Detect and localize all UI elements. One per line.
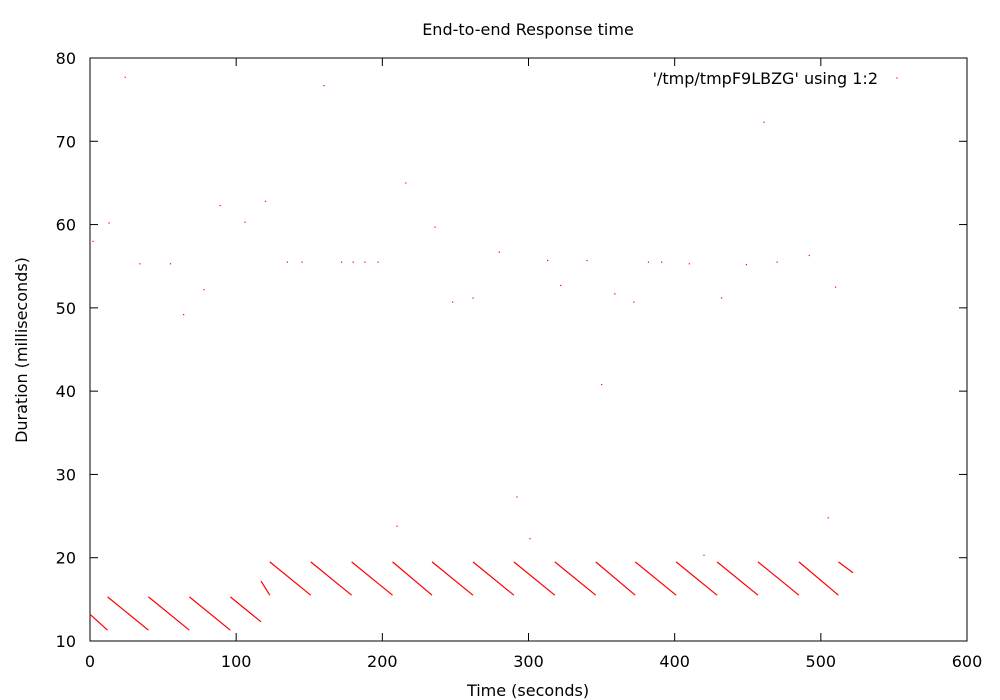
data-point bbox=[633, 301, 635, 303]
x-tick-label: 400 bbox=[659, 652, 690, 671]
data-point bbox=[896, 77, 898, 79]
data-segment bbox=[148, 596, 190, 631]
data-point bbox=[560, 284, 562, 287]
data-point bbox=[264, 200, 267, 202]
data-segment bbox=[838, 561, 854, 574]
y-tick-label: 70 bbox=[56, 132, 76, 151]
data-segment bbox=[107, 596, 149, 631]
data-point bbox=[108, 222, 110, 224]
data-point bbox=[776, 261, 778, 263]
data-point bbox=[139, 263, 141, 265]
data-point bbox=[745, 264, 747, 266]
x-tick-label: 200 bbox=[367, 652, 398, 671]
chart-title: End-to-end Response time bbox=[422, 20, 634, 39]
data-segment bbox=[269, 561, 312, 596]
data-point bbox=[244, 221, 246, 223]
data-point bbox=[364, 261, 366, 263]
data-point bbox=[516, 496, 518, 498]
y-tick-label: 20 bbox=[56, 549, 76, 568]
data-segment bbox=[431, 561, 474, 596]
data-segment bbox=[554, 561, 597, 596]
data-segment bbox=[716, 561, 759, 596]
data-point bbox=[647, 261, 650, 263]
data-point bbox=[472, 297, 474, 299]
data-segment bbox=[260, 580, 271, 596]
data-point bbox=[529, 538, 531, 540]
data-point bbox=[688, 263, 690, 265]
data-segment bbox=[229, 596, 262, 623]
data-point bbox=[614, 293, 616, 295]
data-point bbox=[451, 301, 454, 303]
data-segment bbox=[634, 561, 677, 596]
data-point bbox=[219, 204, 221, 207]
axis-ticks bbox=[89, 57, 968, 642]
y-tick-label: 30 bbox=[56, 465, 76, 484]
x-tick-label: 0 bbox=[85, 652, 95, 671]
x-axis-label: Time (seconds) bbox=[466, 681, 589, 700]
data-point bbox=[720, 297, 723, 299]
data-segment bbox=[757, 561, 800, 596]
y-tick-label: 80 bbox=[56, 49, 76, 68]
data-point bbox=[340, 261, 343, 263]
y-axis-label: Duration (milliseconds) bbox=[12, 257, 31, 443]
data-point bbox=[601, 383, 603, 386]
data-point bbox=[834, 286, 837, 288]
data-marks bbox=[89, 76, 898, 631]
data-segment bbox=[189, 596, 231, 631]
data-point bbox=[377, 261, 379, 263]
y-tick-label: 40 bbox=[56, 382, 76, 401]
legend-entry: '/tmp/tmpF9LBZG' using 1:2 bbox=[653, 69, 878, 88]
data-point bbox=[92, 240, 94, 242]
data-point bbox=[703, 554, 705, 556]
data-point bbox=[498, 251, 500, 253]
data-point bbox=[763, 121, 765, 123]
x-tick-label: 500 bbox=[806, 652, 837, 671]
data-point bbox=[183, 314, 185, 316]
data-point bbox=[323, 84, 325, 87]
data-segment bbox=[392, 561, 433, 596]
data-segment bbox=[798, 561, 839, 596]
data-point bbox=[169, 263, 172, 265]
x-tick-label: 100 bbox=[221, 652, 252, 671]
data-point bbox=[286, 261, 289, 263]
data-point bbox=[405, 182, 407, 184]
x-tick-label: 600 bbox=[952, 652, 983, 671]
data-point bbox=[352, 261, 354, 263]
y-tick-label: 60 bbox=[56, 216, 76, 235]
data-point bbox=[827, 517, 829, 519]
data-point bbox=[808, 254, 810, 257]
data-point bbox=[586, 259, 588, 262]
data-segment bbox=[595, 561, 636, 596]
data-segment bbox=[351, 561, 393, 596]
data-point bbox=[547, 259, 549, 262]
data-point bbox=[661, 261, 663, 263]
data-segment bbox=[675, 561, 718, 596]
y-tick-label: 10 bbox=[56, 632, 76, 651]
data-point bbox=[203, 289, 205, 291]
data-segment bbox=[310, 561, 353, 596]
y-tick-label: 50 bbox=[56, 299, 76, 318]
plot-frame bbox=[89, 57, 968, 642]
data-point bbox=[434, 226, 436, 228]
data-point bbox=[396, 525, 398, 527]
data-segment bbox=[513, 561, 556, 596]
data-segment bbox=[472, 561, 515, 596]
data-segment bbox=[89, 613, 108, 631]
axis-tick-labels: 0 100 200 300 400 500 600 10 20 30 40 50 60 70 80 bbox=[56, 49, 983, 671]
data-point bbox=[124, 76, 126, 78]
x-tick-label: 300 bbox=[513, 652, 544, 671]
data-point bbox=[301, 261, 303, 263]
